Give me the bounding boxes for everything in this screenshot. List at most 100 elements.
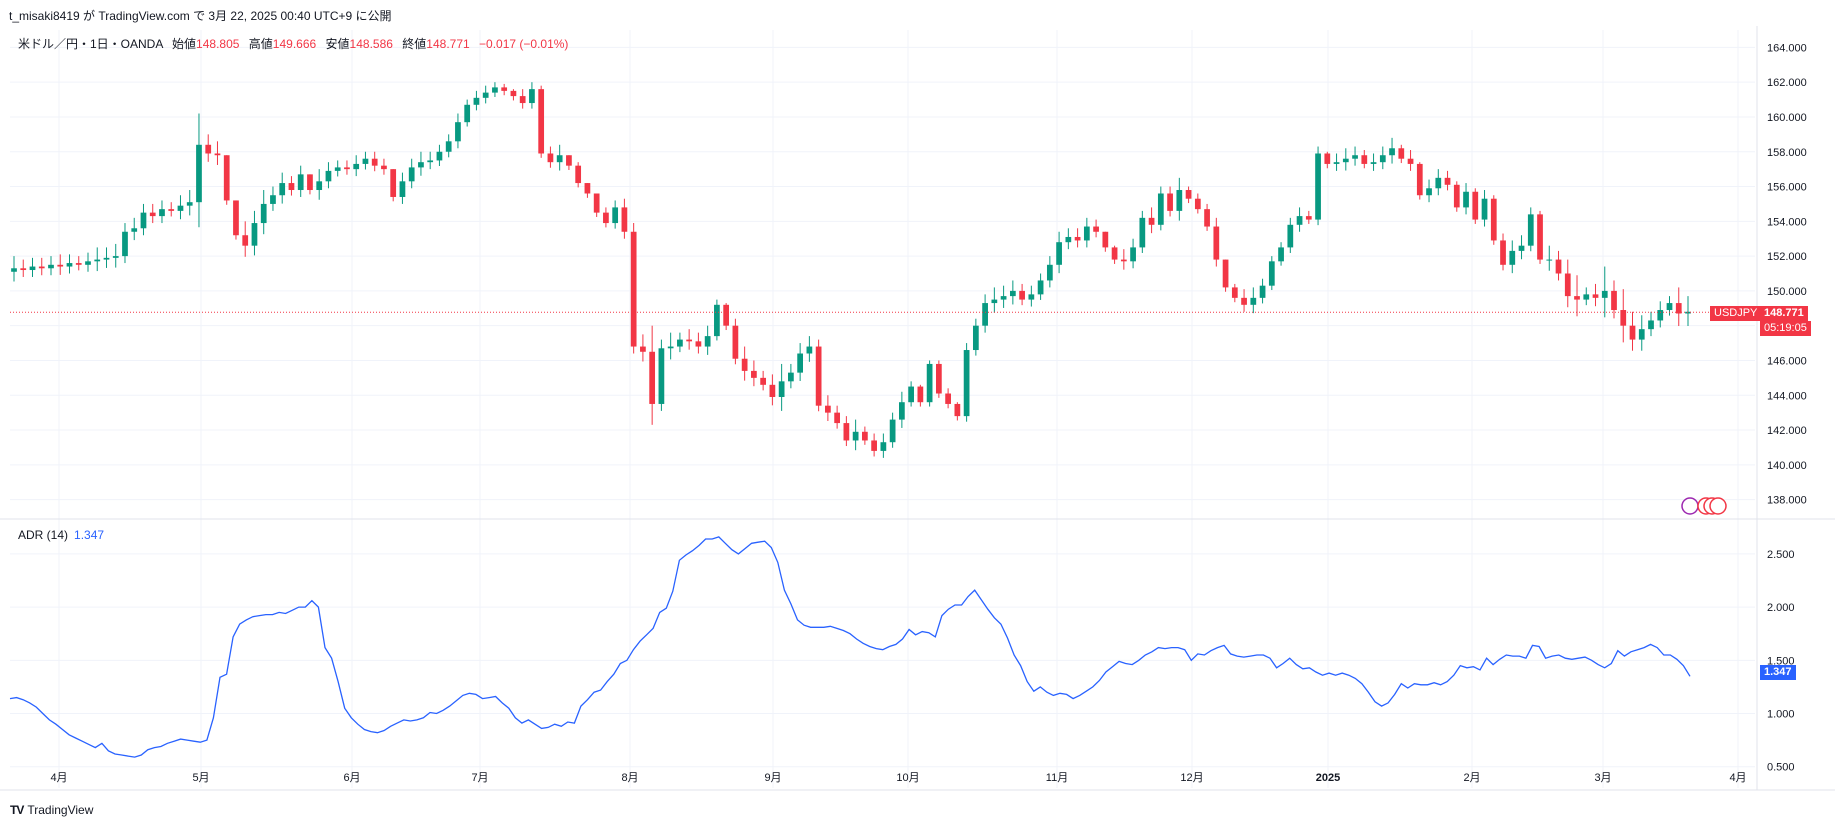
- candle: [1231, 283, 1238, 303]
- candle: [223, 155, 230, 205]
- candle: [1268, 256, 1275, 291]
- low-label: 安値: [325, 37, 350, 51]
- candle: [1611, 280, 1617, 319]
- candle: [122, 223, 128, 264]
- candle: [112, 243, 119, 268]
- candle: [1481, 190, 1488, 227]
- candle: [1287, 217, 1294, 253]
- candle: [371, 151, 378, 172]
- candle: [603, 207, 609, 228]
- adr-tick-label: 2.000: [1767, 602, 1795, 614]
- candle: [1555, 250, 1562, 281]
- candle: [741, 346, 748, 381]
- close-label: 終値: [402, 37, 427, 51]
- candle: [575, 162, 582, 188]
- candle: [667, 332, 674, 360]
- candle: [935, 360, 942, 398]
- candle: [556, 144, 563, 171]
- candle: [714, 299, 720, 341]
- candle: [464, 99, 471, 127]
- candle: [29, 257, 36, 277]
- candle: [482, 85, 489, 104]
- candle: [1416, 162, 1423, 200]
- high-value: 149.666: [272, 37, 317, 51]
- brand-name: TradingView: [27, 803, 94, 817]
- economic-event-icon[interactable]: [1709, 497, 1727, 515]
- candle: [75, 256, 82, 271]
- candle: [760, 370, 767, 391]
- candle: [381, 158, 387, 175]
- candle: [677, 332, 683, 353]
- tradingview-logo-icon: TV: [10, 803, 24, 817]
- candle: [825, 395, 831, 421]
- candle: [1537, 210, 1543, 264]
- low-value: 148.586: [349, 37, 393, 51]
- candle: [834, 405, 840, 429]
- candle: [843, 416, 850, 447]
- candle: [1629, 311, 1636, 351]
- candle: [1648, 311, 1654, 337]
- candle: [1453, 181, 1460, 212]
- candle: [972, 318, 979, 356]
- candle: [1019, 283, 1025, 306]
- price-axis[interactable]: 138.000140.000142.000144.000146.000148.0…: [1767, 42, 1807, 506]
- candle: [1370, 153, 1377, 171]
- time-tick-label: 4月: [50, 772, 67, 784]
- candle: [852, 419, 859, 451]
- candle: [1259, 278, 1266, 304]
- price-tick-label: 156.000: [1767, 182, 1807, 194]
- change-value: −0.017 (−0.01%): [479, 37, 569, 51]
- candle: [149, 203, 156, 224]
- lightning-event-icon[interactable]: [1681, 497, 1699, 515]
- candle: [1157, 186, 1164, 231]
- candle: [815, 339, 822, 412]
- adr-tick-label: 1.000: [1767, 709, 1795, 721]
- candle: [621, 198, 628, 239]
- candle: [1352, 146, 1358, 166]
- candle: [889, 412, 896, 448]
- candle: [1444, 170, 1451, 191]
- time-tick-label: 9月: [764, 772, 781, 784]
- candle: [1296, 207, 1303, 232]
- adr-line: [9, 536, 1691, 758]
- candle: [1213, 217, 1220, 267]
- candle: [704, 325, 711, 355]
- time-tick-label: 5月: [192, 772, 209, 784]
- candle: [1342, 148, 1349, 171]
- publish-bar: t_misaki8419 が TradingView.com で 3月 22, …: [0, 0, 1835, 26]
- candle: [1426, 179, 1432, 203]
- candle: [1065, 228, 1072, 250]
- adr-series: [9, 536, 1691, 758]
- candle: [1472, 188, 1479, 224]
- candle: [612, 200, 619, 229]
- time-tick-label: 2025: [1316, 772, 1340, 784]
- adr-axis[interactable]: 0.500 1.000 1.500 2.000 2.500: [1767, 549, 1795, 774]
- candle: [880, 433, 887, 458]
- adr-name: ADR (14): [18, 528, 69, 542]
- time-tick-label: 10月: [896, 772, 919, 784]
- candle: [297, 165, 304, 197]
- pane-separators: [0, 26, 1835, 791]
- candle: [390, 169, 397, 202]
- candle: [57, 254, 64, 275]
- price-tick-label: 160.000: [1767, 112, 1807, 124]
- time-axis[interactable]: 4月 5月 6月 7月 8月 9月 10月 11月 12月 2025 2月 3月 4月: [50, 772, 1746, 784]
- candle: [1139, 210, 1146, 253]
- candle: [1241, 289, 1247, 312]
- candle: [85, 252, 91, 272]
- event-icons[interactable]: [1681, 497, 1727, 515]
- candle: [1167, 186, 1173, 217]
- candle: [1398, 144, 1405, 164]
- candle: [20, 259, 27, 277]
- candle: [593, 193, 600, 217]
- footer-brand[interactable]: TV TradingView: [10, 803, 93, 817]
- candle: [1509, 240, 1516, 274]
- grid-lines: [10, 30, 1755, 788]
- candle: [1407, 150, 1414, 171]
- candle: [1583, 287, 1590, 306]
- candle: [1148, 207, 1155, 234]
- candle: [806, 336, 813, 362]
- candle: [1361, 150, 1368, 169]
- candle: [344, 160, 350, 175]
